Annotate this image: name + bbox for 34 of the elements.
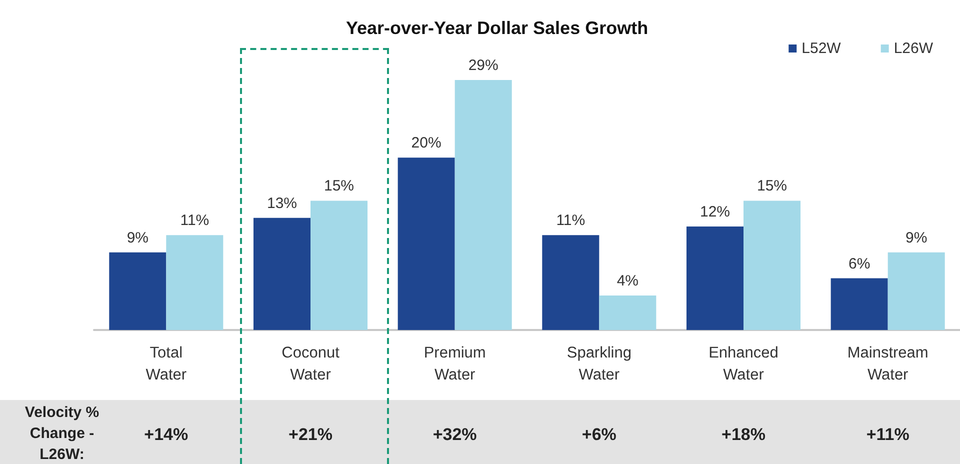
data-label: 15% (756, 178, 788, 195)
data-label: 9% (905, 229, 928, 246)
legend-label: L52W (802, 40, 842, 57)
data-label: 9% (126, 229, 149, 246)
legend-label: L26W (894, 40, 934, 57)
x-tick-label: Enhanced Water (708, 344, 778, 384)
bar (686, 226, 744, 330)
x-tick-label: Total Water (146, 344, 187, 384)
data-label: 11% (180, 212, 210, 230)
x-tick-label: Sparkling Water (566, 344, 632, 384)
data-label: 20% (411, 134, 442, 152)
data-label: 12% (700, 204, 730, 221)
bar (454, 80, 512, 330)
bar (166, 235, 224, 330)
bar (542, 235, 600, 330)
data-label: 15% (324, 178, 354, 195)
data-label: 4% (616, 272, 639, 290)
bar (310, 200, 368, 330)
table-row: Velocity % Change - L26W: +14% +21% +32% +6% +18% +11% (0, 400, 960, 464)
bar (599, 296, 656, 330)
x-tick-label: Premium Water (424, 344, 486, 384)
x-tick-label: Coconut Water (282, 344, 340, 384)
bar (888, 252, 945, 330)
data-label: 11% (556, 212, 586, 230)
bar (253, 218, 310, 330)
data-label: 6% (848, 255, 870, 272)
x-tick-label: Mainstream Water (847, 344, 928, 384)
bar (830, 278, 888, 330)
bar (109, 252, 166, 330)
bar (744, 200, 801, 330)
bar (398, 158, 455, 330)
data-label: 29% (468, 57, 498, 74)
data-label: 13% (266, 194, 298, 212)
chart-title: Year-over-Year Dollar Sales Growth (346, 18, 648, 38)
